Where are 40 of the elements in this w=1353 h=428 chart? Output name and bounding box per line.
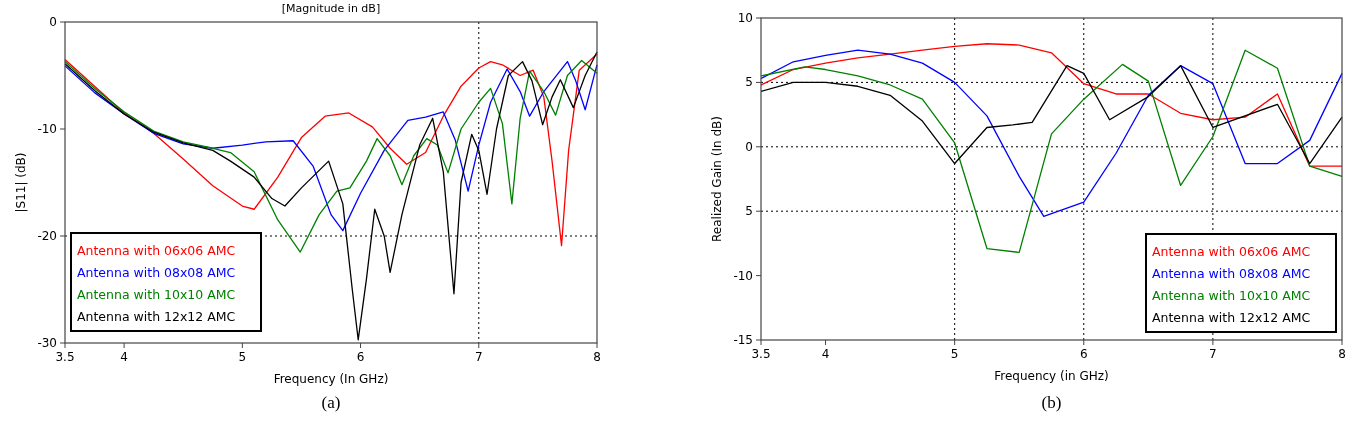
x-tick-label: 8 bbox=[593, 350, 601, 364]
y-tick-label: -15 bbox=[733, 333, 753, 347]
x-axis-title: Frequency (in GHz) bbox=[994, 369, 1109, 383]
y-tick-label: -30 bbox=[37, 336, 57, 350]
chart-title: [Magnitude in dB] bbox=[281, 2, 381, 15]
text: (b) bbox=[1041, 393, 1062, 412]
y-tick-label: 10 bbox=[737, 11, 753, 25]
x-tick-label: 8 bbox=[1338, 347, 1346, 361]
text: Antenna with 10x10 AMC bbox=[1152, 288, 1311, 303]
y-axis-title: Realized Gain (In dB) bbox=[710, 116, 724, 242]
text: Antenna with 08x08 AMC bbox=[77, 265, 236, 280]
y-tick-label: -10 bbox=[733, 268, 753, 283]
text: Antenna with 10x10 AMC bbox=[77, 287, 236, 302]
text: Antenna with 06x06 AMC bbox=[1152, 244, 1311, 259]
y-tick-label: 5 bbox=[745, 75, 753, 90]
x-tick-label: 6 bbox=[356, 350, 365, 364]
x-tick-label: 7 bbox=[474, 350, 483, 364]
y-tick-label: 0 bbox=[49, 15, 57, 29]
y-tick-label: -10 bbox=[37, 122, 57, 136]
line-series bbox=[760, 49, 1343, 254]
text: Antenna with 12x12 AMC bbox=[77, 309, 236, 324]
y-tick-label: 5 bbox=[745, 204, 753, 219]
x-tick-label: 3.5 bbox=[55, 350, 75, 364]
x-tick-label: 7 bbox=[1209, 347, 1217, 361]
x-tick-label: 5 bbox=[238, 350, 247, 364]
y-tick-label: 0 bbox=[745, 139, 753, 154]
text: (a) bbox=[321, 393, 341, 412]
text: Antenna with 06x06 AMC bbox=[77, 243, 236, 258]
text: Antenna with 12x12 AMC bbox=[1152, 310, 1311, 325]
line-series bbox=[760, 49, 1343, 217]
x-tick-label: 4 bbox=[821, 347, 830, 361]
x-axis-title: Frequency (In GHz) bbox=[273, 372, 389, 386]
y-tick-label: -20 bbox=[37, 229, 57, 243]
x-tick-label: 6 bbox=[1079, 347, 1088, 361]
line-series bbox=[760, 43, 1343, 167]
x-tick-label: 5 bbox=[950, 347, 959, 361]
text: Antenna with 08x08 AMC bbox=[1152, 266, 1311, 281]
x-tick-label: 3.5 bbox=[751, 347, 771, 361]
x-tick-label: 4 bbox=[120, 350, 128, 364]
y-axis-title: |S11| (dB) bbox=[14, 152, 28, 213]
